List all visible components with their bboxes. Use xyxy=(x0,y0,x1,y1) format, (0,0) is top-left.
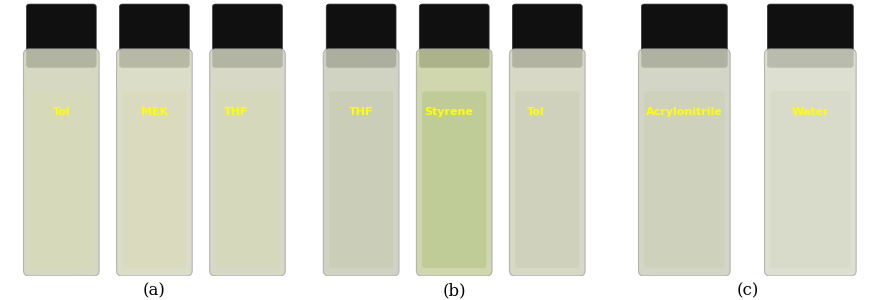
FancyBboxPatch shape xyxy=(509,49,585,276)
Text: Tol: Tol xyxy=(53,107,70,117)
FancyBboxPatch shape xyxy=(213,4,282,68)
Text: Acrylonitrile: Acrylonitrile xyxy=(645,107,721,117)
FancyBboxPatch shape xyxy=(770,91,849,268)
Text: (b): (b) xyxy=(443,283,466,299)
FancyBboxPatch shape xyxy=(30,91,93,268)
FancyBboxPatch shape xyxy=(511,4,581,68)
FancyBboxPatch shape xyxy=(422,91,485,268)
FancyBboxPatch shape xyxy=(323,49,399,276)
FancyBboxPatch shape xyxy=(763,49,856,276)
FancyBboxPatch shape xyxy=(418,4,488,68)
FancyBboxPatch shape xyxy=(209,49,285,276)
FancyBboxPatch shape xyxy=(122,91,186,268)
FancyBboxPatch shape xyxy=(325,4,395,68)
Text: (c): (c) xyxy=(735,283,757,299)
FancyBboxPatch shape xyxy=(23,49,99,276)
Text: Water: Water xyxy=(790,107,828,117)
FancyBboxPatch shape xyxy=(637,49,730,276)
Text: Styrene: Styrene xyxy=(424,107,472,117)
Text: MEK: MEK xyxy=(140,107,168,117)
FancyBboxPatch shape xyxy=(641,4,727,68)
FancyBboxPatch shape xyxy=(515,91,578,268)
FancyBboxPatch shape xyxy=(116,49,192,276)
FancyBboxPatch shape xyxy=(215,91,279,268)
FancyBboxPatch shape xyxy=(644,91,723,268)
Text: Tol: Tol xyxy=(527,107,544,117)
FancyBboxPatch shape xyxy=(766,4,852,68)
FancyBboxPatch shape xyxy=(329,91,392,268)
Text: THF: THF xyxy=(224,107,248,117)
FancyBboxPatch shape xyxy=(27,4,97,68)
Text: (a): (a) xyxy=(142,283,165,299)
FancyBboxPatch shape xyxy=(416,49,492,276)
FancyBboxPatch shape xyxy=(120,4,190,68)
Text: THF: THF xyxy=(349,107,373,117)
